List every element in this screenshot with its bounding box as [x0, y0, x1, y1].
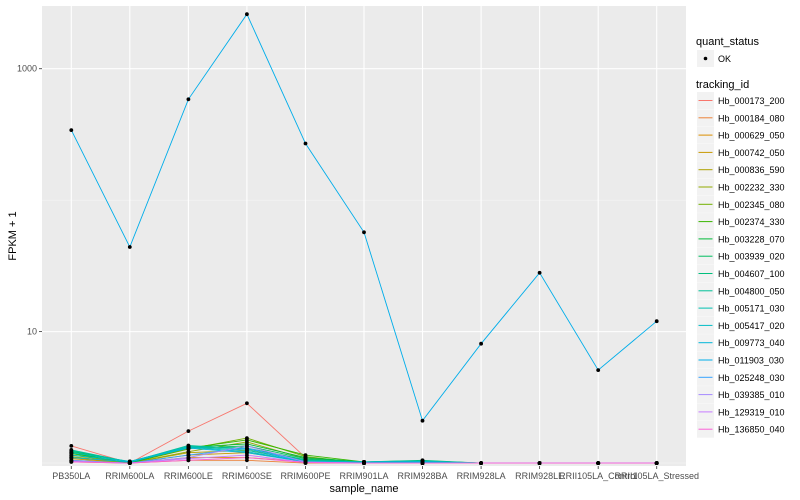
- legend-label-Hb_004607_100: Hb_004607_100: [718, 269, 785, 279]
- legend-series-items: Hb_000173_200 Hb_000184_080 Hb_000629_050 H…: [697, 92, 785, 438]
- legend-series-title: tracking_id: [696, 79, 749, 91]
- x-axis-title: sample_name: [329, 483, 398, 495]
- point-Hb_011903_030-RRIM600SE: [245, 12, 249, 17]
- y-axis-title: FPKM + 1: [7, 211, 19, 260]
- point-Hb_136850_040-RRIM600PE: [303, 460, 308, 465]
- legend-label-Hb_005171_030: Hb_005171_030: [718, 304, 785, 314]
- x-axis-ticks: PB350LA RRIM600LA RRIM600LE RRIM600SE RRIM60…: [52, 466, 699, 481]
- point-Hb_000173_200-RRIM600SE: [245, 401, 249, 406]
- legend-label-Hb_011903_030: Hb_011903_030: [718, 356, 784, 366]
- point-Hb_136850_040-RRIM901LA: [362, 461, 366, 465]
- x-tick-label-3: RRIM600SE: [222, 471, 272, 481]
- x-tick-label-4: RRIM600PE: [280, 471, 330, 481]
- legend-label-Hb_002232_330: Hb_002232_330: [718, 183, 785, 193]
- legend-label-Hb_000742_050: Hb_000742_050: [718, 148, 785, 158]
- point-Hb_136850_040-RRIM928LE: [537, 461, 542, 465]
- x-tick-label-1: RRIM600LA: [105, 471, 154, 481]
- legend-label-Hb_025248_030: Hb_025248_030: [718, 373, 785, 383]
- grid-major: [42, 6, 686, 466]
- point-Hb_136850_040-RRII105LA_Stressed: [654, 461, 659, 465]
- point-Hb_136850_040-RRIM600LA: [127, 461, 132, 465]
- legend-label-Hb_009773_040: Hb_009773_040: [718, 338, 785, 348]
- legend-quant-title: quant_status: [696, 36, 759, 48]
- point-Hb_011903_030-RRIM928BA: [420, 418, 425, 423]
- point-Hb_011903_030-RRIM600LA: [127, 245, 132, 249]
- legend-label-Hb_003228_070: Hb_003228_070: [718, 234, 785, 244]
- point-Hb_009773_040-RRIM600LE: [186, 446, 191, 450]
- point-Hb_011903_030-RRII105LA_Control: [596, 368, 601, 372]
- point-Hb_011903_030-RRII105LA_Stressed: [654, 319, 659, 324]
- x-tick-label-6: RRIM928BA: [398, 471, 448, 481]
- point-Hb_039385_010-RRIM600SE: [245, 444, 249, 448]
- point-Hb_000173_200-PB350LA: [69, 444, 74, 448]
- x-tick-label-10: RRII105LA_Stressed: [614, 471, 699, 481]
- legend-label-Hb_000173_200: Hb_000173_200: [718, 96, 785, 106]
- x-tick-label-8: RRIM928LE: [515, 471, 564, 481]
- point-Hb_136850_040-RRIM600LE: [186, 458, 191, 463]
- legend-label-Hb_003939_020: Hb_003939_020: [718, 252, 785, 262]
- point-Hb_136850_040-PB350LA: [69, 460, 74, 464]
- point-Hb_009773_040-PB350LA: [69, 455, 74, 460]
- point-Hb_002232_330-RRIM600LE: [186, 449, 191, 454]
- point-Hb_004800_050-PB350LA: [69, 448, 74, 452]
- legend-label-Hb_136850_040: Hb_136850_040: [718, 425, 785, 435]
- point-Hb_136850_040-RRIM600SE: [245, 455, 249, 460]
- point-Hb_002374_330-RRIM600SE: [245, 438, 249, 442]
- legend-label-Hb_002345_080: Hb_002345_080: [718, 200, 785, 210]
- point-Hb_000184_080-RRIM600SE: [245, 458, 249, 463]
- legend-label-Hb_000629_050: Hb_000629_050: [718, 131, 785, 141]
- x-tick-label-7: RRIM928LA: [457, 471, 506, 481]
- x-tick-label-5: RRIM901LA: [339, 471, 388, 481]
- legend-label-Hb_004800_050: Hb_004800_050: [718, 286, 785, 296]
- legend-label-Hb_000184_080: Hb_000184_080: [718, 113, 785, 123]
- point-Hb_011903_030-RRIM928LA: [479, 341, 483, 346]
- y-tick-label-0: 10: [27, 327, 37, 337]
- point-Hb_011903_030-RRIM600PE: [303, 141, 308, 146]
- point-Hb_136850_040-RRII105LA_Control: [596, 461, 601, 465]
- point-Hb_011903_030-RRIM928LE: [537, 270, 542, 275]
- series-points: [69, 12, 659, 465]
- x-tick-label-0: PB350LA: [52, 471, 90, 481]
- legend-label-Hb_005417_020: Hb_005417_020: [718, 321, 785, 331]
- x-tick-label-9: RRII105LA_Control: [559, 471, 637, 481]
- point-Hb_000173_200-RRIM600LE: [186, 429, 191, 433]
- legend: quant_status OK tracking_id Hb_000173_20…: [696, 36, 785, 438]
- point-Hb_011903_030-RRIM600LE: [186, 97, 191, 102]
- point-Hb_011903_030-PB350LA: [69, 128, 74, 133]
- legend-label-Hb_039385_010: Hb_039385_010: [718, 390, 785, 400]
- legend-quant-point: [703, 56, 708, 61]
- y-axis-ticks: 10 1000: [17, 64, 42, 337]
- legend-label-Hb_129319_010: Hb_129319_010: [718, 407, 785, 417]
- legend-label-Hb_002374_330: Hb_002374_330: [718, 217, 785, 227]
- point-Hb_011903_030-RRIM901LA: [362, 230, 366, 235]
- x-tick-label-2: RRIM600LE: [164, 471, 213, 481]
- y-tick-label-1: 1000: [17, 64, 37, 74]
- point-Hb_136850_040-RRIM928BA: [420, 461, 425, 465]
- legend-quant-label: OK: [718, 54, 731, 64]
- legend-label-Hb_000836_590: Hb_000836_590: [718, 165, 785, 175]
- point-Hb_136850_040-RRIM928LA: [479, 461, 483, 465]
